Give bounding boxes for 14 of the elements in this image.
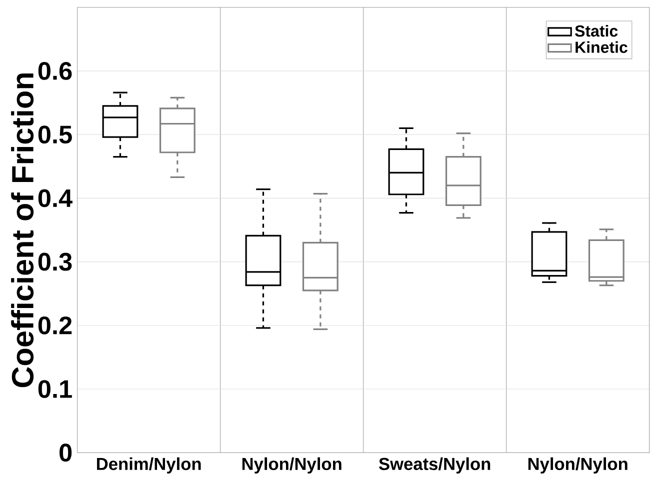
- y-tick-label: 0: [60, 444, 72, 462]
- x-tick-label: Nylon/Nylon: [528, 457, 628, 474]
- y-axis-title: Coefficient of Friction: [11, 73, 34, 388]
- legend-label: Kinetic: [576, 41, 628, 53]
- y-tick-label: 0.1: [38, 380, 72, 398]
- y-tick-label: 0.4: [38, 189, 72, 208]
- x-tick-label: Nylon/Nylon: [242, 457, 342, 474]
- x-tick-label: Denim/Nylon: [97, 457, 201, 474]
- legend-label: Static: [575, 24, 618, 37]
- y-tick-label: 0.5: [38, 126, 72, 144]
- y-tick-label: 0.6: [38, 62, 72, 80]
- y-tick-label: 0.3: [38, 252, 72, 271]
- x-tick-label: Sweats/Nylon: [378, 457, 490, 474]
- y-tick-label: 0.2: [38, 316, 72, 334]
